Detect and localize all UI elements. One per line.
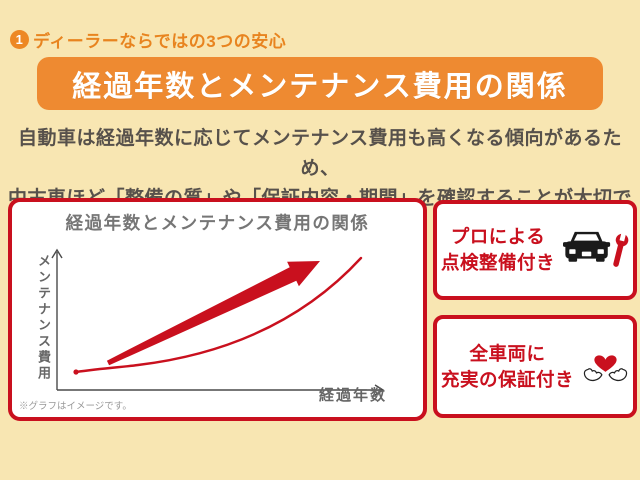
chart-footnote: ※グラフはイメージです。 xyxy=(19,401,132,412)
page-title: 経過年数とメンテナンス費用の関係 xyxy=(37,57,603,110)
x-axis-label: 経過年数 xyxy=(318,387,387,404)
car-wrench-icon xyxy=(563,230,629,267)
y-axis-arrow xyxy=(51,248,63,259)
feature-panel-warranty-label: 全車両に 充実の保証付き xyxy=(441,341,574,393)
feature-panel-warranty: 全車両に 充実の保証付き xyxy=(433,315,637,418)
x-axis-arrow xyxy=(374,384,385,396)
section-header: 1 ディーラーならではの3つの安心 xyxy=(10,27,286,52)
section-header-label: ディーラーならではの3つの安心 xyxy=(33,32,287,51)
cost-curve xyxy=(74,256,363,374)
chart-panel: 経過年数とメンテナンス費用の関係 メンテナンス費用 経過年数 ※グラフはイメージ… xyxy=(8,198,427,421)
feature-panel-inspection-label: プロによる 点検整備付き xyxy=(441,224,555,276)
feature-warranty-line-1: 全車両に xyxy=(469,342,546,364)
feature-inspection-line-2: 点検整備付き xyxy=(441,252,556,273)
feature-warranty-line-2: 充実の保証付き xyxy=(441,368,575,390)
upward-trend-arrow xyxy=(106,261,321,366)
description-line-1: 自動車は経過年数に応じてメンテナンス費用も高くなる傾向があるため、 xyxy=(17,128,623,179)
feature-inspection-line-1: プロによる xyxy=(450,226,546,247)
feature-panel-inspection: プロによる 点検整備付き xyxy=(433,200,637,300)
y-axis-label: メンテナンス費用 xyxy=(36,254,51,382)
line-chart xyxy=(51,248,385,396)
section-number-badge: 1 xyxy=(10,30,29,49)
hands-heart-icon xyxy=(583,354,628,381)
chart-title: 経過年数とメンテナンス費用の関係 xyxy=(65,213,370,233)
